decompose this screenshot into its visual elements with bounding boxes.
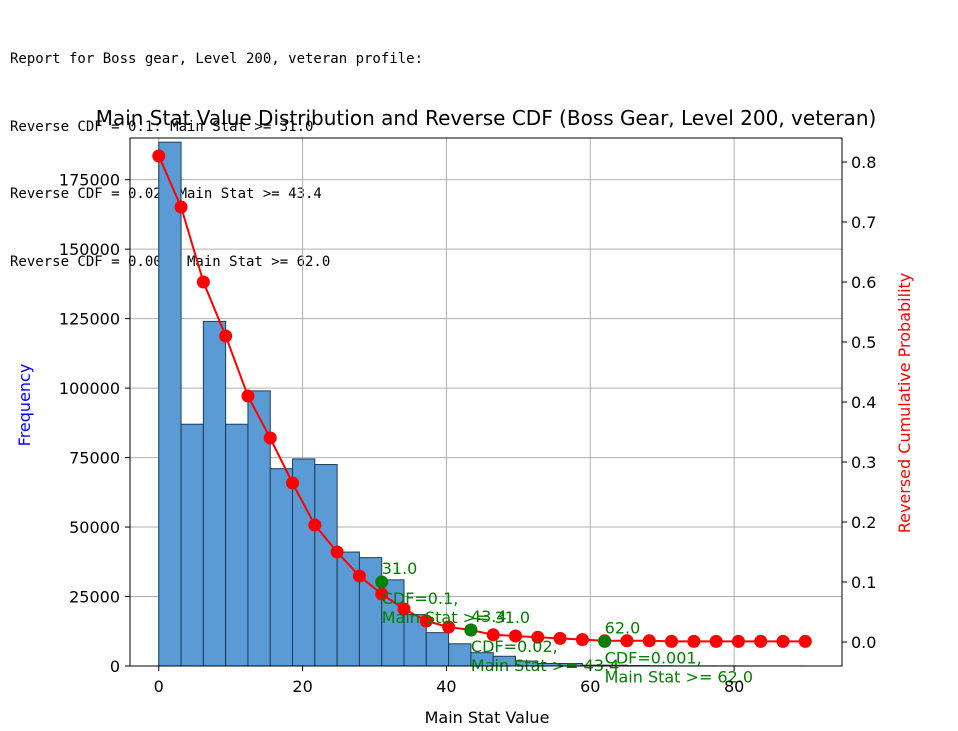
y2-tick-label: 0.2 xyxy=(851,513,876,532)
x-tick-label: 40 xyxy=(436,677,456,696)
marker-mainstat-label: Main Stat >= 62.0 xyxy=(605,667,753,686)
marker-mainstat-label: Main Stat >= 31.0 xyxy=(382,608,530,627)
marker-value-label: 31.0 xyxy=(382,559,418,578)
x-tick-label: 60 xyxy=(580,677,600,696)
cdf-point xyxy=(508,629,522,643)
axes: 0 20 40 60 80 0 25000 50000 75000 100000 125000 150… xyxy=(59,153,877,696)
cdf-point xyxy=(442,620,456,634)
cdf-point xyxy=(798,634,812,648)
marker-value-label: 43.4 xyxy=(471,607,507,626)
cdf-point xyxy=(553,631,567,645)
cdf-point xyxy=(330,545,344,559)
cdf-point xyxy=(731,634,745,648)
y-tick-label: 75000 xyxy=(69,449,120,468)
cdf-point xyxy=(196,275,210,289)
cdf-point xyxy=(419,614,433,628)
cdf-point xyxy=(776,634,790,648)
y2-tick-label: 0.4 xyxy=(851,393,876,412)
y-tick-label: 125000 xyxy=(59,310,120,329)
histogram-bar xyxy=(225,423,249,667)
cdf-point xyxy=(152,149,166,163)
cdf-point xyxy=(709,634,723,648)
y2-tick-label: 0.3 xyxy=(851,453,876,472)
cdf-point xyxy=(375,587,389,601)
histogram-bar xyxy=(158,141,182,667)
y-tick-label: 25000 xyxy=(69,588,120,607)
x-tick-label: 20 xyxy=(292,677,312,696)
cdf-point xyxy=(241,389,255,403)
cdf-point xyxy=(642,634,656,648)
y2-tick-label: 0.5 xyxy=(851,333,876,352)
marker-cdf-label: CDF=0.02, xyxy=(471,637,558,656)
cdf-markers: 31.0 CDF=0.1,Main Stat >= 31.043.4 CDF=0.0… xyxy=(375,559,753,686)
cdf-point xyxy=(263,431,277,445)
cdf-point xyxy=(308,518,322,532)
marker-cdf-label: CDF=0.001, xyxy=(605,648,702,667)
x-axis-label: Main Stat Value xyxy=(425,708,550,727)
y2-tick-label: 0.8 xyxy=(851,153,876,172)
x-tick-label: 80 xyxy=(724,677,744,696)
y2-tick-label: 0.1 xyxy=(851,573,876,592)
cdf-point xyxy=(531,630,545,644)
y-tick-label: 175000 xyxy=(59,171,120,190)
histogram-bar xyxy=(202,320,227,667)
chart-title: Main Stat Value Distribution and Reverse… xyxy=(96,106,877,130)
y2-tick-label: 0.0 xyxy=(851,633,876,652)
y2-tick-label: 0.6 xyxy=(851,273,876,292)
cdf-point xyxy=(352,569,366,583)
marker-cdf-label: CDF=0.1, xyxy=(382,589,459,608)
histogram-bar xyxy=(336,551,360,667)
cdf-point xyxy=(620,634,634,648)
cdf-threshold-marker xyxy=(598,634,612,648)
histogram-bar xyxy=(448,643,472,667)
report-line-2: Reverse CDF = 0.1: Main Stat >= 31.0 xyxy=(10,118,314,135)
cdf-threshold-marker xyxy=(464,623,478,637)
y2-tick-label: 0.7 xyxy=(851,213,876,232)
histogram-bar xyxy=(180,423,204,667)
histogram-bars xyxy=(158,141,806,667)
cdf-point xyxy=(397,602,411,616)
cdf-point xyxy=(665,634,679,648)
report-line-4: Reverse CDF = 0.001: Main Stat >= 62.0 xyxy=(10,253,331,270)
x-tick-label: 0 xyxy=(154,677,164,696)
cdf-point xyxy=(754,634,768,648)
histogram-bar xyxy=(314,464,338,667)
cdf-threshold-marker xyxy=(375,575,389,589)
cdf-point xyxy=(174,200,188,214)
y-tick-label: 150000 xyxy=(59,240,120,259)
cdf-point xyxy=(687,634,701,648)
y-tick-label: 50000 xyxy=(69,518,120,537)
histogram-bar xyxy=(269,468,294,667)
histogram-bar xyxy=(425,632,450,667)
y-tick-label: 0 xyxy=(110,657,120,676)
report-text: Report for Boss gear, Level 200, veteran… xyxy=(10,3,423,296)
y-axis-label: Frequency xyxy=(15,364,34,447)
cdf-point xyxy=(286,476,300,490)
y-tick-label: 100000 xyxy=(59,379,120,398)
cdf-point xyxy=(575,633,589,647)
cdf-point xyxy=(486,628,500,642)
cdf-series xyxy=(152,149,812,648)
cdf-point xyxy=(219,329,233,343)
marker-value-label: 62.0 xyxy=(605,618,641,637)
report-line-1: Report for Boss gear, Level 200, veteran… xyxy=(10,51,424,67)
y2-axis-label: Reversed Cumulative Probability xyxy=(895,273,914,534)
